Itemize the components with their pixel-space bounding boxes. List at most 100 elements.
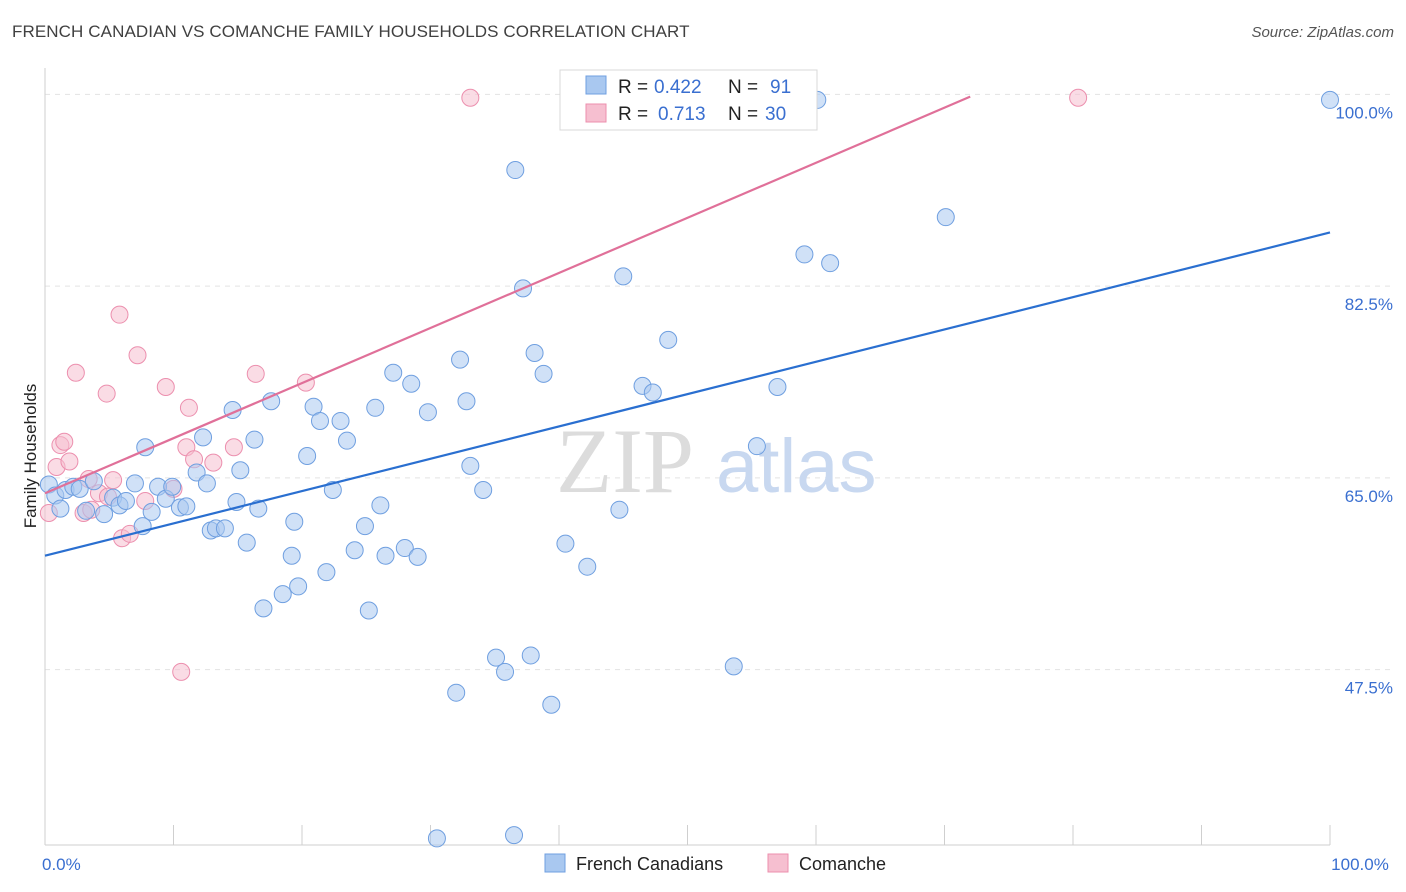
french-canadian-point-51 bbox=[376, 546, 395, 565]
legend-r-label-1: R = bbox=[618, 77, 648, 98]
bottom-legend-swatch-blue bbox=[544, 853, 566, 873]
french-canadian-point-63 bbox=[487, 648, 506, 667]
french-canadian-point-52 bbox=[384, 363, 403, 382]
legend-n-value-1: 91 bbox=[770, 77, 791, 98]
comanche-point-22 bbox=[179, 398, 198, 417]
legend-n-value-2: 30 bbox=[765, 104, 786, 125]
french-canadian-point-48 bbox=[359, 601, 378, 620]
bottom-legend-swatch-pink bbox=[767, 853, 789, 873]
french-canadian-point-64 bbox=[496, 662, 515, 681]
french-canadian-point-72 bbox=[556, 534, 575, 553]
french-canadian-point-86 bbox=[1321, 90, 1339, 109]
comanche-point-29 bbox=[1069, 88, 1088, 107]
comanche-point-3 bbox=[55, 432, 74, 451]
french-canadian-point-82 bbox=[795, 245, 814, 264]
comanche-point-26 bbox=[246, 364, 265, 383]
french-canadian-point-8 bbox=[95, 505, 114, 524]
french-canadian-point-33 bbox=[254, 599, 273, 618]
french-canadian-point-42 bbox=[317, 563, 336, 582]
trend-lines bbox=[44, 95, 1331, 557]
french-canadian-point-70 bbox=[534, 364, 553, 383]
french-canadian-point-21 bbox=[187, 463, 206, 482]
y-tick-label-3: 47.5% bbox=[1345, 679, 1393, 698]
french-canadian-point-54 bbox=[402, 374, 421, 393]
comanche-point-4 bbox=[60, 452, 79, 471]
x-tick-label-1: 100.0% bbox=[1331, 855, 1389, 874]
french-canadian-point-74 bbox=[610, 500, 629, 519]
french-canadian-point-71 bbox=[542, 695, 561, 714]
french-canadian-point-36 bbox=[282, 546, 301, 565]
french-canadian-point-20 bbox=[177, 497, 196, 516]
french-canadian-point-75 bbox=[614, 267, 633, 286]
legend-swatch-pink bbox=[585, 103, 607, 123]
french-canadian-point-15 bbox=[142, 502, 161, 521]
french-canadian-point-81 bbox=[768, 377, 787, 396]
french-canadian-point-85 bbox=[936, 208, 955, 227]
french-canadian-point-43 bbox=[323, 480, 342, 499]
comanche-point-16 bbox=[128, 346, 147, 365]
french-canadian-point-61 bbox=[461, 456, 480, 475]
french-canadian-point-59 bbox=[451, 350, 470, 369]
french-canadian-point-26 bbox=[215, 519, 234, 538]
comanche-point-20 bbox=[172, 662, 191, 681]
french-canadian-point-30 bbox=[237, 533, 256, 552]
y-tick-label-2: 65.0% bbox=[1345, 487, 1393, 506]
french-canadian-point-58 bbox=[447, 683, 466, 702]
french-canadian-point-65 bbox=[505, 826, 524, 845]
french-canadian-point-12 bbox=[125, 474, 144, 493]
french-canadian-point-37 bbox=[285, 512, 304, 531]
legend-n-label-2: N = bbox=[728, 104, 758, 125]
french-canadian-point-29 bbox=[231, 461, 250, 480]
french-canadian-point-39 bbox=[298, 447, 317, 466]
legend-box: R = 0.422 N = 91 R = 0.713 N = 30 bbox=[559, 69, 818, 131]
french-canadian-point-73 bbox=[578, 557, 597, 576]
french-canadian-point-5 bbox=[70, 479, 89, 498]
bottom-legend-comanche: Comanche bbox=[799, 854, 886, 874]
x-tick-label-0: 0.0% bbox=[42, 855, 81, 874]
legend-swatch-blue bbox=[585, 75, 607, 95]
comanche-point-5 bbox=[66, 363, 85, 382]
french-canadian-point-38 bbox=[289, 577, 308, 596]
source-label: Source: ZipAtlas.com bbox=[1251, 24, 1394, 41]
french-canadian-point-77 bbox=[643, 383, 662, 402]
trend-line-pink bbox=[44, 95, 971, 495]
y-tick-label-1: 82.5% bbox=[1345, 295, 1393, 314]
french-canadian-point-57 bbox=[427, 829, 446, 848]
french-canadian-point-6 bbox=[77, 501, 96, 520]
french-canadian-point-23 bbox=[197, 474, 216, 493]
french-canadian-point-66 bbox=[506, 161, 525, 180]
comanche-point-10 bbox=[97, 384, 116, 403]
french-canadian-point-56 bbox=[418, 403, 437, 422]
french-canadian-point-11 bbox=[116, 491, 135, 510]
french-canadian-point-80 bbox=[747, 437, 766, 456]
watermark-atlas: atlas bbox=[716, 424, 877, 509]
y-axis-label: Family Households bbox=[21, 384, 40, 529]
french-canadian-point-60 bbox=[457, 392, 476, 411]
tick-labels: 100.0% 82.5% 65.0% 47.5% 0.0% 100.0% bbox=[42, 103, 1393, 874]
french-canadian-point-68 bbox=[521, 646, 540, 665]
legend-r-label-2: R = bbox=[618, 104, 648, 125]
legend-n-label-1: N = bbox=[728, 77, 758, 98]
french-canadian-point-79 bbox=[724, 657, 743, 676]
french-canadian-point-41 bbox=[310, 411, 329, 430]
comanche-points bbox=[39, 88, 1088, 681]
comanche-point-13 bbox=[110, 305, 129, 324]
axes bbox=[44, 68, 1331, 846]
french-canadian-point-49 bbox=[366, 398, 385, 417]
grid-lines bbox=[45, 93, 1395, 671]
french-canadian-point-22 bbox=[194, 428, 213, 447]
french-canadian-point-47 bbox=[355, 517, 374, 536]
french-canadian-point-55 bbox=[408, 547, 427, 566]
bottom-legend: French Canadians Comanche bbox=[544, 853, 886, 874]
comanche-point-18 bbox=[156, 377, 175, 396]
comanche-point-24 bbox=[204, 453, 223, 472]
french-canadian-point-35 bbox=[273, 585, 292, 604]
watermark: ZIP atlas bbox=[556, 410, 877, 512]
bottom-legend-french-canadians: French Canadians bbox=[576, 854, 723, 874]
french-canadian-point-46 bbox=[345, 541, 364, 560]
comanche-point-28 bbox=[461, 88, 480, 107]
french-canadian-point-78 bbox=[659, 330, 678, 349]
y-tick-label-0: 100.0% bbox=[1335, 103, 1393, 122]
french-canadian-point-53 bbox=[395, 539, 414, 558]
